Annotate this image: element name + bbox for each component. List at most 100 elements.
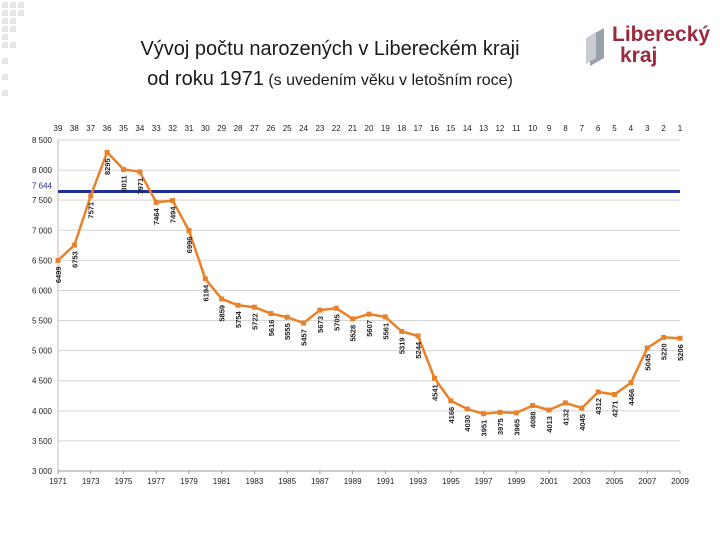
decorative-square <box>2 34 8 40</box>
data-label: 7494 <box>169 206 178 224</box>
slide-title: Vývoj počtu narozených v Libereckém kraj… <box>70 34 590 96</box>
data-point <box>595 389 601 395</box>
age-label: 14 <box>463 124 472 133</box>
data-point <box>71 242 77 248</box>
data-label: 6499 <box>54 266 63 283</box>
x-tick-label: 1985 <box>278 477 296 486</box>
data-label: 4045 <box>578 414 587 431</box>
y-tick-label: 8 000 <box>32 166 53 175</box>
data-label: 3975 <box>496 418 505 435</box>
data-point <box>88 193 94 199</box>
title-line-2-main: od roku 1971 <box>147 68 264 90</box>
decorative-square <box>2 26 8 32</box>
data-point <box>284 314 290 320</box>
data-point <box>579 405 585 411</box>
data-label: 7464 <box>152 208 161 226</box>
x-tick-label: 2001 <box>540 477 558 486</box>
title-line-2-sub: (s uvedením věku v letošním roce) <box>268 72 513 89</box>
age-label: 11 <box>512 124 521 133</box>
age-label: 22 <box>332 124 341 133</box>
data-label: 7971 <box>136 178 145 195</box>
births-line-chart: 3 000 3 500 4 000 4 500 5 000 5 500 6 000 6 500… <box>32 124 689 486</box>
data-label: 5319 <box>398 337 407 354</box>
data-label: 5722 <box>250 313 259 330</box>
age-label: 6 <box>596 124 601 133</box>
data-point <box>268 311 274 317</box>
data-point <box>448 398 454 404</box>
data-label: 8295 <box>103 158 112 175</box>
decorative-square <box>10 2 16 8</box>
age-label: 24 <box>299 124 308 133</box>
y-tick-label: 7 500 <box>32 196 53 205</box>
data-point <box>612 392 618 398</box>
age-label: 39 <box>54 124 63 133</box>
data-label: 5607 <box>365 320 374 337</box>
data-point <box>55 257 61 263</box>
data-point <box>382 314 388 320</box>
y-tick-label: 6 500 <box>32 256 53 265</box>
data-point <box>628 380 634 386</box>
age-label: 8 <box>563 124 568 133</box>
data-point <box>431 375 437 381</box>
age-label: 17 <box>414 124 423 133</box>
decorative-square <box>18 10 24 16</box>
y-tick-label: 3 500 <box>32 437 53 446</box>
decorative-square <box>2 42 8 48</box>
data-point <box>661 334 667 340</box>
x-tick-label: 1991 <box>376 477 394 486</box>
age-label: 32 <box>168 124 177 133</box>
age-label: 15 <box>446 124 455 133</box>
y-tick-label: 6 000 <box>32 286 53 295</box>
x-tick-label: 1977 <box>147 477 165 486</box>
decorative-square <box>10 42 16 48</box>
data-label: 5705 <box>332 314 341 331</box>
data-label: 5206 <box>676 344 685 361</box>
x-tick-label: 1993 <box>409 477 427 486</box>
y-tick-label: 3 000 <box>32 467 53 476</box>
data-point <box>333 305 339 311</box>
age-label: 19 <box>381 124 390 133</box>
data-point <box>415 333 421 339</box>
data-point <box>104 149 110 155</box>
age-label: 7 <box>580 124 585 133</box>
data-point <box>350 316 356 322</box>
data-point <box>317 307 323 313</box>
data-point <box>513 410 519 416</box>
decorative-square <box>2 2 8 8</box>
data-label: 5045 <box>643 354 652 371</box>
age-label: 34 <box>135 124 144 133</box>
decorative-square <box>2 18 8 24</box>
age-label: 35 <box>119 124 128 133</box>
data-point <box>530 403 536 409</box>
data-point <box>497 409 503 415</box>
x-tick-label: 2005 <box>606 477 624 486</box>
data-label: 5616 <box>267 320 276 337</box>
age-label: 31 <box>184 124 193 133</box>
logo-text-line-1: Liberecký <box>612 23 711 46</box>
age-label: 18 <box>397 124 406 133</box>
age-label: 13 <box>479 124 488 133</box>
data-point <box>186 228 192 234</box>
y-tick-label: 4 000 <box>32 407 53 416</box>
x-tick-label: 1975 <box>115 477 133 486</box>
x-tick-label: 2007 <box>638 477 656 486</box>
age-label: 36 <box>103 124 112 133</box>
age-label: 1 <box>678 124 683 133</box>
age-label: 5 <box>612 124 617 133</box>
data-point <box>219 296 225 302</box>
age-label: 10 <box>528 124 537 133</box>
age-label: 9 <box>547 124 552 133</box>
data-point <box>301 320 307 326</box>
age-label: 30 <box>201 124 210 133</box>
data-label: 4132 <box>561 409 570 426</box>
data-label: 3965 <box>512 419 521 436</box>
decorative-square <box>10 10 16 16</box>
decorative-squares <box>0 0 24 100</box>
decorative-square <box>2 74 8 80</box>
data-label: 4166 <box>447 407 456 424</box>
data-point <box>546 407 552 413</box>
decorative-square <box>2 58 8 64</box>
x-tick-label: 1997 <box>475 477 493 486</box>
data-label: 6996 <box>185 237 194 254</box>
data-label: 8011 <box>119 175 128 191</box>
